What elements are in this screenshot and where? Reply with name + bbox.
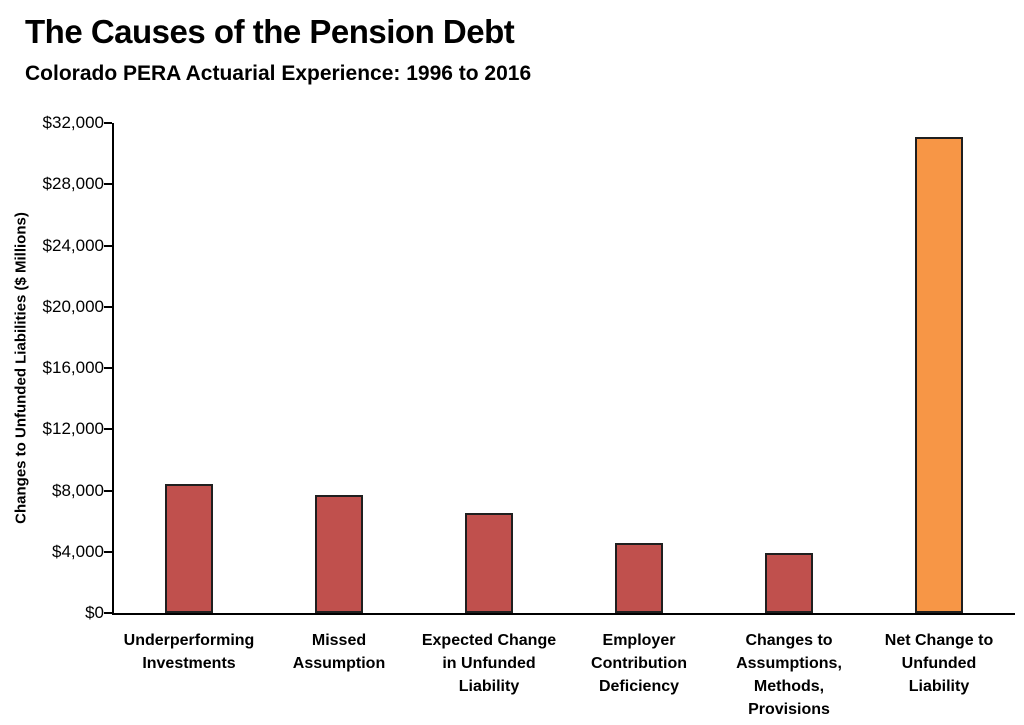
bar-4 xyxy=(615,543,663,613)
y-tick-label: $28,000 xyxy=(42,174,104,194)
x-axis-label-line: Employer xyxy=(602,632,676,649)
bar-3 xyxy=(465,513,513,613)
y-tick-label: $0 xyxy=(85,603,104,622)
y-tick-label: $20,000 xyxy=(42,296,104,316)
x-axis-label: Net Change to Unfunded Liability xyxy=(864,629,1014,698)
y-tick-mark xyxy=(104,612,112,614)
x-axis-label: Missed Assumption xyxy=(264,629,414,675)
y-tick-mark xyxy=(104,183,112,186)
x-axis-line xyxy=(112,613,1015,615)
x-axis-label: Changes to Assumptions, Methods, Provisions xyxy=(714,629,864,721)
x-axis-label-line: Methods, xyxy=(753,678,825,695)
x-axis-label-line: Deficiency xyxy=(598,678,680,695)
x-axis-label-line: Provisions xyxy=(748,701,830,718)
y-tick-label: $24,000 xyxy=(42,235,104,255)
y-tick-mark xyxy=(104,367,112,369)
y-tick-label: $12,000 xyxy=(42,419,104,439)
x-axis-label-line: Expected Change xyxy=(421,632,557,649)
bar-2 xyxy=(315,495,363,613)
x-axis-label-line: Net Change to xyxy=(884,632,994,649)
chart-title: The Causes of the Pension Debt xyxy=(25,13,515,50)
x-axis-label-line: Liability xyxy=(458,678,520,695)
x-axis-label-line: Unfunded xyxy=(901,655,977,672)
x-axis-label: Employer Contribution Deficiency xyxy=(564,629,714,698)
y-tick-mark xyxy=(104,122,112,124)
y-tick-mark xyxy=(104,489,112,492)
x-axis-label: Expected Change in Unfunded Liability xyxy=(414,629,564,698)
x-axis-label-line: Liability xyxy=(908,678,970,695)
y-tick-label: $4,000 xyxy=(52,541,104,561)
x-axis-label-line: Assumption xyxy=(292,655,386,672)
y-tick-label: $32,000 xyxy=(42,113,104,132)
bar-5 xyxy=(765,553,813,613)
bar-6 xyxy=(915,137,963,613)
chart-subtitle: Colorado PERA Actuarial Experience: 1996… xyxy=(25,62,532,85)
x-axis-label-line: Changes to xyxy=(745,632,833,649)
y-tick-mark xyxy=(104,550,112,553)
x-axis-label-line: Underperforming xyxy=(123,632,255,649)
x-axis-label-line: in Unfunded xyxy=(442,655,536,672)
x-axis-label-line: Missed xyxy=(311,632,367,649)
x-axis-label-line: Assumptions, xyxy=(736,655,842,672)
y-tick-mark xyxy=(104,305,112,308)
bars-container xyxy=(114,123,1014,613)
y-tick-mark xyxy=(104,428,112,431)
bar-1 xyxy=(165,484,213,613)
y-tick-label: $8,000 xyxy=(52,480,104,500)
x-axis-label: Underperforming Investments xyxy=(114,629,264,675)
y-axis-line xyxy=(112,123,114,615)
x-axis-label-line: Investments xyxy=(142,655,236,672)
y-axis-title: Changes to Unfunded Liabilities ($ Milli… xyxy=(12,212,30,524)
x-axis-label-line: Contribution xyxy=(591,655,687,672)
y-tick-mark xyxy=(104,244,112,247)
y-tick-label: $16,000 xyxy=(42,358,104,377)
